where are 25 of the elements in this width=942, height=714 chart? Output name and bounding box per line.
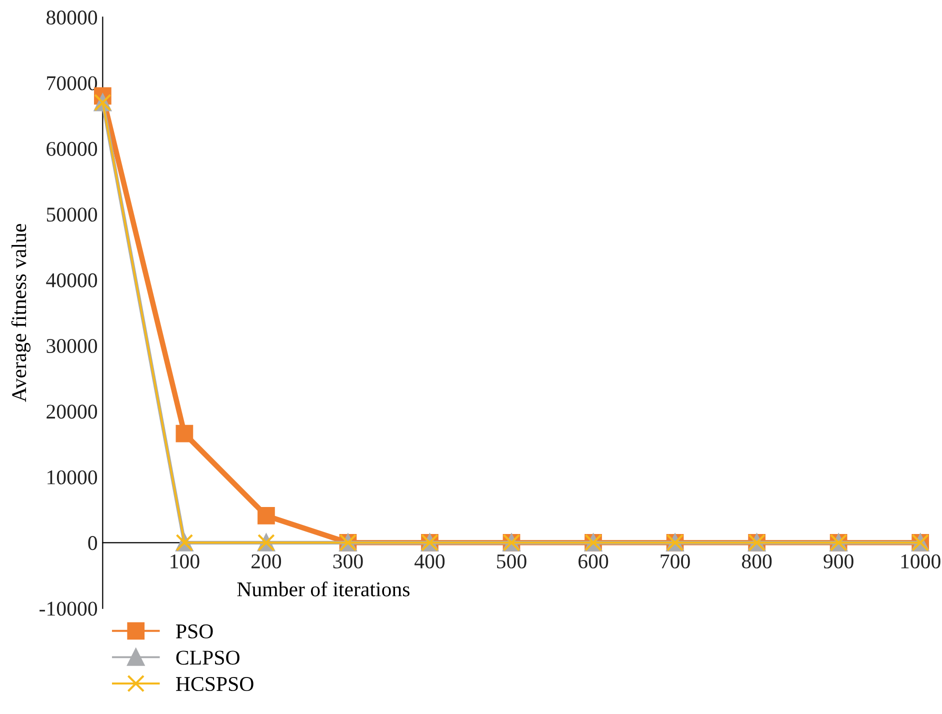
- y-tick-label: 70000: [47, 76, 98, 90]
- x-axis-title: Number of iterations: [237, 582, 410, 596]
- x-tick-label: 100: [170, 554, 200, 568]
- legend-label: PSO: [176, 624, 213, 638]
- y-tick-label: 30000: [46, 338, 98, 354]
- x-tick-label: 800: [742, 554, 772, 568]
- y-tick-label: -10000: [40, 602, 98, 616]
- x-tick-label: 900: [824, 554, 854, 568]
- x-tick-label: 600: [578, 554, 608, 568]
- x-tick-label: 1000: [901, 554, 940, 568]
- x-tick-label: 500: [497, 554, 526, 568]
- y-tick-label: 10000: [48, 470, 98, 484]
- x-tick-label: 700: [660, 554, 690, 568]
- y-tick-label: 50000: [46, 208, 98, 222]
- x-tick-label: 400: [414, 554, 445, 568]
- legend-label: HCSPSO: [176, 677, 254, 692]
- y-tick-label: 40000: [46, 273, 98, 288]
- x-tick-label: 200: [252, 554, 282, 568]
- legend-label: CLPSO: [176, 650, 240, 665]
- y-tick-label: 80000: [46, 10, 98, 25]
- y-tick-label: 20000: [46, 404, 98, 419]
- y-axis-title: Average fitness value: [11, 224, 30, 402]
- y-tick-label: 60000: [46, 142, 98, 156]
- x-tick-label: 300: [333, 554, 363, 568]
- y-tick-label: 0: [88, 536, 98, 550]
